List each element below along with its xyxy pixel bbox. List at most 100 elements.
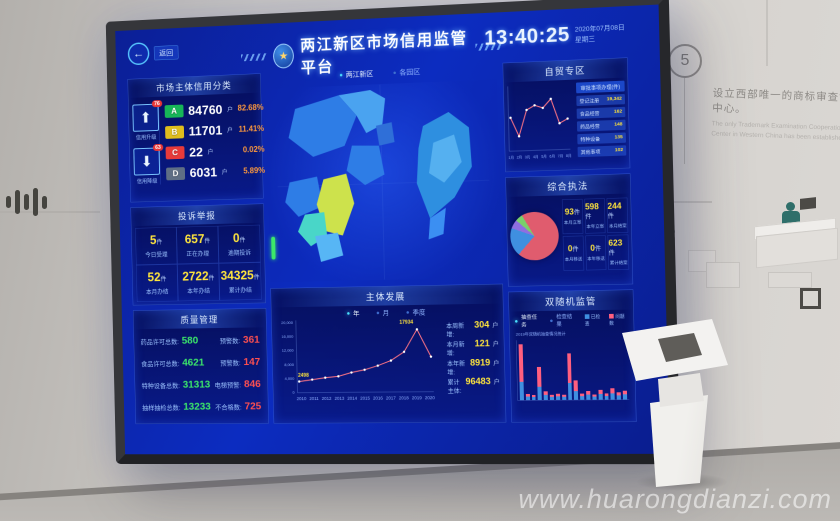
wall-timeline-right bbox=[650, 201, 712, 203]
complaint-cell: 34325件 累计办结 bbox=[218, 262, 262, 301]
illustration-clerk-icon bbox=[786, 202, 795, 211]
unit-hu: 户 bbox=[226, 126, 233, 134]
downgrade-label: 信用降级 bbox=[136, 178, 158, 185]
downgrade-badge: 63 bbox=[152, 143, 164, 152]
panel-ftz: 自贸专区 1月 2月 3月 4月 5月 6月 7月 8月 审批事项办理(件) 登记注册 19,3… bbox=[502, 57, 631, 173]
wall-timeline-left bbox=[0, 211, 100, 213]
map-svg bbox=[266, 84, 502, 280]
illustration-monitor-icon bbox=[800, 197, 816, 210]
ftz-list-item[interactable]: 特种设备 135 bbox=[577, 132, 627, 145]
wall-bars-logo bbox=[6, 188, 47, 216]
district-map[interactable] bbox=[265, 79, 502, 283]
mode-year[interactable]: ● 年 bbox=[346, 309, 360, 318]
panel-quality-title: 质量管理 bbox=[133, 308, 267, 330]
credit-upgrade-button[interactable]: ⬆ 76 bbox=[132, 100, 163, 132]
grade-b-count: 11701 bbox=[188, 122, 223, 139]
panel-credit-classification: 市场主体信用分类 ⬆ 76 信用升级 ⬇ 63 信用降级 bbox=[127, 73, 265, 203]
back-button[interactable]: ← 返回 bbox=[127, 41, 179, 66]
panel-random-title: 双随机监管 bbox=[508, 289, 634, 312]
ftz-list-item[interactable]: 其他事项 102 bbox=[577, 145, 627, 158]
unit-hu: 户 bbox=[221, 168, 228, 176]
upgrade-label: 信用升级 bbox=[135, 134, 157, 141]
enforcement-cell: 93件 本月立案 bbox=[561, 198, 584, 235]
panel-complaints: 投诉举报 5件 今日受理 657件 正在办理 0件 逾期投诉 52件 本月办结 2722… bbox=[130, 203, 267, 306]
upgrade-badge: 76 bbox=[151, 100, 163, 108]
panel-complaints-title: 投诉举报 bbox=[130, 203, 264, 227]
y-axis-labels: 20,000 16,000 12,000 8,000 4,000 0 bbox=[281, 320, 295, 395]
platform-emblem-icon: ★ bbox=[273, 43, 295, 69]
grade-a-pct: 82.68% bbox=[237, 103, 264, 113]
map-toggle-liangjiang[interactable]: ● 两江新区 bbox=[339, 69, 374, 79]
step-title-zh: 设立西部唯一的商标审查协作中心。 bbox=[711, 87, 840, 116]
ftz-list-header: 审批事项办理(件) bbox=[575, 80, 625, 94]
wall-illustration-service-desk bbox=[650, 180, 840, 310]
credit-downgrade-button[interactable]: ⬇ 63 bbox=[133, 143, 164, 176]
step-tail-line bbox=[684, 78, 685, 164]
enforcement-cell: 244件 本月结案 bbox=[606, 197, 629, 234]
enforcement-cell: 0件 本月移送 bbox=[562, 235, 585, 271]
enforcement-pie-chart bbox=[509, 211, 560, 261]
map-toggle-parks[interactable]: ● 各园区 bbox=[392, 67, 421, 77]
credit-row-a: A 84760 户 82.68% bbox=[164, 100, 264, 119]
mode-quarter[interactable]: ● 季度 bbox=[405, 308, 426, 317]
enforcement-cell: 0件 本年移送 bbox=[585, 235, 607, 271]
grade-b-badge: B bbox=[165, 125, 185, 139]
grade-c-pct: 0.02% bbox=[242, 145, 265, 155]
enforcement-cell: 623件 累计结案 bbox=[607, 234, 630, 270]
x-axis-labels: 2010 2011 2012 2013 2014 2015 2016 2017 2018 2019… bbox=[296, 395, 435, 402]
random-toggle-tasks[interactable]: ● 抽查任务 bbox=[514, 314, 538, 329]
dev-stat: 本周新增: 304 户 bbox=[446, 319, 499, 339]
credit-row-d: D 6031 户 5.89% bbox=[166, 163, 265, 181]
clock-time: 13:40:25 bbox=[484, 23, 570, 50]
dev-stat: 累计主体: 96483 户 bbox=[447, 375, 500, 395]
wall-step-marker: 5 设立西部唯一的商标审查协作中心。 The only Trademark Ex… bbox=[668, 44, 840, 164]
grade-a-badge: A bbox=[164, 104, 184, 119]
photo-watermark: www.huarongdianzi.com bbox=[518, 484, 832, 514]
ftz-list-item[interactable]: 药品经营 148 bbox=[576, 119, 626, 132]
unit-hu: 户 bbox=[207, 148, 214, 156]
complaint-cell: 0件 逾期投诉 bbox=[217, 224, 261, 264]
back-arrow-icon[interactable]: ← bbox=[127, 42, 150, 66]
map-scroll-indicator[interactable] bbox=[271, 236, 276, 260]
mode-month[interactable]: ● 月 bbox=[376, 308, 390, 317]
ftz-line-chart: 1月 2月 3月 4月 5月 6月 7月 8月 bbox=[507, 83, 575, 161]
grade-c-badge: C bbox=[165, 146, 185, 160]
complaint-cell: 657件 正在办理 bbox=[176, 225, 219, 265]
unit-hu: 户 bbox=[227, 105, 233, 113]
ftz-line-svg bbox=[507, 83, 572, 152]
panel-quality: 质量管理 药品许可总数: 580 预警数: 361 食品许可总数: 4621 预警数:… bbox=[132, 308, 269, 425]
back-label[interactable]: 返回 bbox=[153, 44, 179, 61]
grade-d-pct: 5.89% bbox=[243, 166, 266, 176]
clock: 13:40:25 2020年07月08日 星期三 bbox=[484, 21, 625, 50]
grade-d-count: 6031 bbox=[189, 164, 218, 181]
development-line-chart: 20,000 16,000 12,000 8,000 4,000 0 17934 2498… bbox=[277, 317, 440, 401]
ftz-x-labels: 1月 2月 3月 4月 5月 6月 7月 8月 bbox=[508, 154, 572, 160]
grade-d-badge: D bbox=[166, 166, 186, 181]
panel-enforcement: 综合执法 93件 本月立案 598件 本年立案 244件 本月结案 0件 本月移送 0件… bbox=[505, 173, 634, 287]
dev-stat: 本月新增: 121 户 bbox=[446, 338, 499, 358]
grade-b-pct: 11.41% bbox=[238, 124, 265, 134]
complaint-cell: 52件 本月办结 bbox=[136, 264, 179, 302]
random-toggle-results[interactable]: ● 检查结果 bbox=[549, 313, 573, 328]
quality-row: 抽样抽检总数: 13233 不合格数: 725 bbox=[142, 400, 262, 412]
credit-row-b: B 11701 户 11.41% bbox=[165, 121, 264, 140]
ftz-list-item[interactable]: 食品经营 162 bbox=[576, 106, 626, 119]
ftz-list-item[interactable]: 登记注册 19,342 bbox=[576, 93, 626, 107]
floor-kiosk-stand bbox=[610, 315, 750, 495]
wall-display-screen: ← 返回 ★ 两江新区市场信用监管平台 13:40:25 2020年07月08日… bbox=[105, 0, 681, 465]
illustration-frame-icon bbox=[800, 288, 821, 309]
grade-c-count: 22 bbox=[189, 144, 204, 160]
dashboard: ← 返回 ★ 两江新区市场信用监管平台 13:40:25 2020年07月08日… bbox=[115, 6, 648, 433]
dev-stat: 本年新增: 8919 户 bbox=[447, 357, 500, 376]
development-line-svg bbox=[295, 317, 435, 393]
wall-corner-line bbox=[766, 0, 768, 66]
header-decor-left bbox=[240, 53, 267, 62]
grade-a-count: 84760 bbox=[188, 101, 223, 118]
panel-development-title: 主体发展 bbox=[270, 284, 503, 308]
complaint-cell: 2722件 本年办结 bbox=[177, 263, 220, 302]
start-annotation: 2498 bbox=[298, 372, 309, 379]
step-title-en: The only Trademark Examination Cooperati… bbox=[711, 120, 840, 142]
credit-row-c: C 22 户 0.02% bbox=[165, 142, 265, 161]
quality-row: 食品许可总数: 4621 预警数: 147 bbox=[141, 355, 261, 368]
step-number: 5 bbox=[668, 44, 702, 78]
